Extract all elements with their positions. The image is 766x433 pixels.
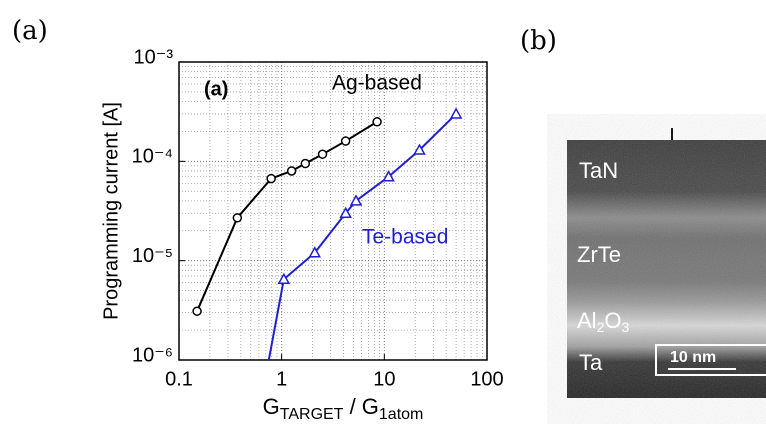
series-label: Ag-based [332,72,422,95]
layer-label: Ta [579,350,603,375]
data-point [266,173,276,184]
plot-area: 0.1 1 10 100 10⁻⁶ 10⁻⁵ 10⁻⁴ 10⁻³ Ag-based Te-base… [100,46,503,423]
layer-label: TaN [579,158,618,183]
text-part: 1atom [379,406,423,423]
data-point [372,117,382,127]
data-point [340,136,351,146]
data-point [413,143,426,155]
text-part: 2 [597,319,605,335]
x-tick-label: 1 [276,368,287,390]
x-axis-label: GTARGET / G1atom [263,394,424,423]
data-point [262,365,272,374]
text-part: 3 [621,319,629,335]
data-point [382,170,395,182]
data-point [286,166,297,176]
y-axis-label: Programming current [A] [100,102,122,320]
text-part: G [263,394,280,419]
series-label: Te-based [362,226,448,249]
data-point [339,206,352,219]
text-part: / G [343,394,378,419]
layer-label: ZrTe [577,242,621,267]
text-part: O [604,308,621,333]
x-tick-label: 10 [373,368,395,390]
data-point [300,158,311,169]
y-tick-label: 10⁻⁴ [132,146,173,168]
y-tick-label: 10⁻⁶ [132,344,173,366]
tem-grain [567,140,766,398]
data-point [308,246,322,258]
data-point [449,107,463,119]
data-point [192,306,202,316]
text-part: Al [577,308,597,333]
data-point [317,149,328,159]
data-point [232,213,243,223]
tem-image: TaN ZrTe Al2O3 Ta 10 nm [567,128,766,398]
data-point [277,272,291,285]
text-part: TARGET [280,406,344,423]
data-point [349,194,363,206]
series-layer [192,107,463,374]
y-tick-label: 10⁻³ [134,46,174,68]
panel-label: (b) [520,26,557,56]
layer-label: Al2O3 [577,308,629,335]
panel-label: (a) [12,16,48,46]
x-tick-label: 0.1 [165,368,193,390]
plot-frame [178,61,488,361]
y-tick-label: 10⁻⁵ [132,245,173,267]
inner-label: (a) [204,78,228,100]
x-tick-label: 100 [470,368,503,390]
scale-label: 10 nm [670,349,716,366]
scale-box [655,344,766,376]
